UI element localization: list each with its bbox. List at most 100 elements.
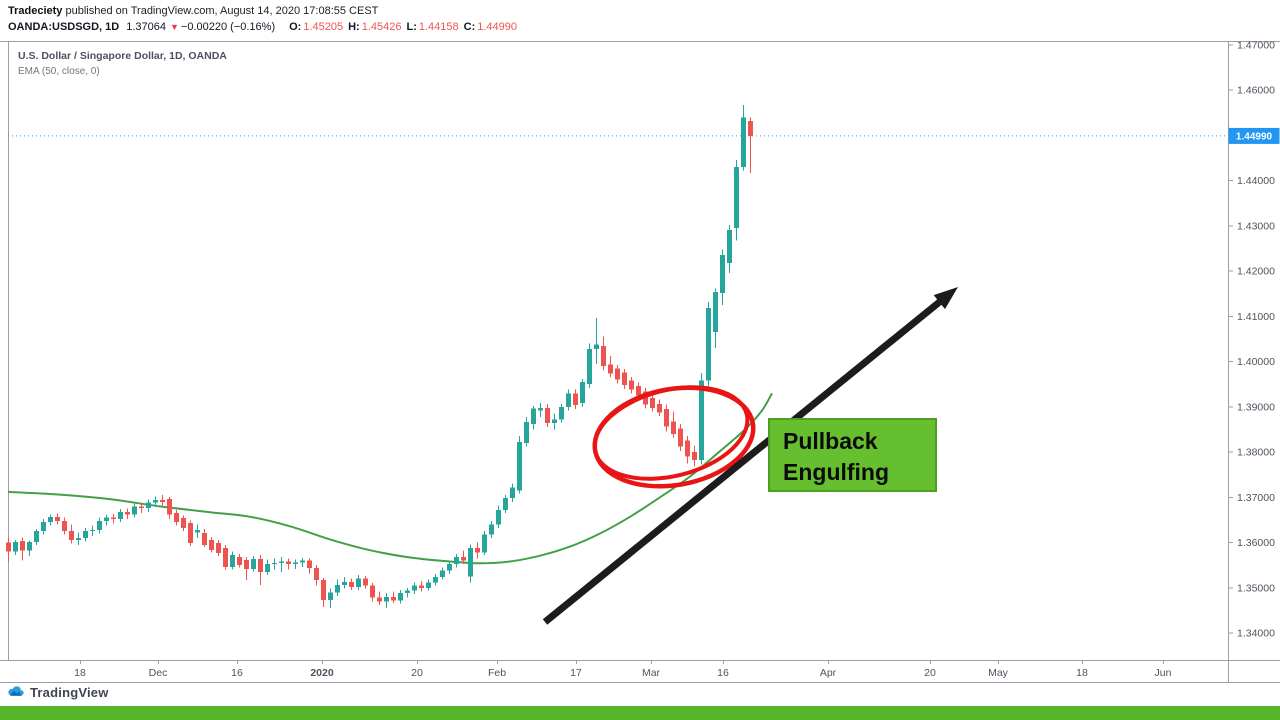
candle-body: [230, 555, 235, 567]
indicator-label[interactable]: EMA (50, close, 0): [18, 66, 100, 77]
candle-body: [314, 567, 319, 581]
candle-body: [734, 167, 739, 229]
candle-body: [377, 597, 382, 602]
high-value: 1.45426: [361, 21, 402, 33]
candle-body: [489, 524, 494, 535]
price-tick-label: 1.34000: [1237, 628, 1275, 640]
candle-body: [398, 593, 403, 601]
candle-body: [664, 409, 669, 427]
candle-body: [62, 520, 67, 531]
candle-body: [223, 547, 228, 567]
close-label: C:: [463, 21, 476, 33]
candle-body: [454, 557, 459, 565]
label-line-1: Pullback: [783, 428, 878, 454]
candle-body: [643, 391, 648, 405]
time-tick-label: Mar: [642, 667, 661, 679]
candle-body: [300, 560, 305, 563]
candle-body: [209, 539, 214, 550]
candle-body: [741, 117, 746, 168]
candle-body: [419, 585, 424, 588]
candle-body: [111, 517, 116, 520]
price-tick-label: 1.46000: [1237, 85, 1275, 97]
candle-body: [160, 500, 165, 502]
arrow-annotation[interactable]: [542, 287, 958, 625]
low-label: L:: [406, 21, 417, 33]
candle-body: [650, 397, 655, 408]
candle-body: [461, 557, 466, 561]
tradingview-logo-icon: [8, 685, 24, 696]
candle-body: [727, 229, 732, 264]
high-label: H:: [348, 21, 360, 33]
candle-body: [20, 541, 25, 551]
candle-body: [69, 530, 74, 540]
candle-body: [433, 576, 438, 583]
time-tick-label: Dec: [149, 667, 168, 679]
price-axis[interactable]: 1.47000 1.46000 1.44000 1.43000 1.42000 1.410…: [1228, 40, 1280, 640]
candle-body: [531, 408, 536, 425]
candle-body: [405, 590, 410, 594]
price-tick-label: 1.39000: [1237, 401, 1275, 413]
candle-body: [363, 578, 368, 586]
candle-body: [566, 393, 571, 407]
candle-body: [685, 440, 690, 457]
pullback-engulfing-label[interactable]: Pullback Engulfing: [768, 418, 937, 492]
candle-body: [636, 386, 641, 396]
candle-body: [356, 578, 361, 587]
publish-text: published on TradingView.com, August 14,…: [62, 5, 379, 17]
open-value: 1.45205: [303, 21, 344, 33]
candle-body: [440, 570, 445, 577]
candle-body: [202, 533, 207, 545]
candle-body: [524, 422, 529, 444]
publisher-name: Tradeciety: [8, 5, 63, 17]
open-label: O:: [289, 21, 302, 33]
arrow-shaft: [542, 293, 950, 625]
red-circle-shape: [592, 385, 750, 481]
candle-body: [90, 529, 95, 531]
bottom-green-bar: [0, 706, 1280, 720]
price-tick-label: 1.47000: [1237, 40, 1275, 52]
candle-body: [41, 522, 46, 532]
current-price-badge[interactable]: [1228, 127, 1280, 144]
candle-body: [720, 254, 725, 293]
publish-info: Tradeciety published on TradingView.com,…: [8, 5, 517, 17]
candle-body: [552, 419, 557, 424]
candle-body: [447, 564, 452, 571]
candle-body: [692, 452, 697, 461]
candle-body: [286, 561, 291, 565]
candle-body: [342, 581, 347, 586]
candle-body: [272, 562, 277, 565]
candle-body: [559, 406, 564, 420]
ellipse-annotation[interactable]: [585, 372, 761, 498]
candle-body: [55, 517, 60, 521]
time-tick-label: May: [988, 667, 1009, 679]
price-down-triangle-icon: ▼: [170, 22, 179, 32]
publish-header: Tradeciety published on TradingView.com,…: [8, 5, 517, 33]
candle-body: [195, 529, 200, 533]
candle-body: [139, 506, 144, 509]
tradingview-attribution[interactable]: TradingView: [7, 685, 109, 700]
candle-body: [258, 558, 263, 572]
candle-body: [125, 511, 130, 515]
candle-body: [118, 511, 123, 520]
candle-body: [608, 364, 613, 374]
candle-body: [132, 506, 137, 515]
candle-body: [335, 585, 340, 593]
candle-body: [671, 421, 676, 434]
candle-body: [34, 531, 39, 543]
time-axis[interactable]: 18 Dec 16 2020 20 Feb 17 Mar 16 Apr 20 May 18 Jun: [74, 660, 1172, 679]
arrow-head: [933, 287, 958, 310]
candle-body: [167, 499, 172, 515]
candle-body: [545, 407, 550, 424]
candle-body: [391, 596, 396, 601]
price-change: −0.00220 (−0.16%): [180, 21, 276, 33]
candle-body: [83, 530, 88, 539]
candle-body: [468, 547, 473, 577]
candle-body: [475, 547, 480, 553]
chart-title[interactable]: U.S. Dollar / Singapore Dollar, 1D, OAND…: [18, 50, 227, 62]
candle-body: [706, 308, 711, 381]
candle-body: [216, 542, 221, 553]
price-tick-label: 1.35000: [1237, 582, 1275, 594]
candle-body: [517, 442, 522, 491]
candle-body: [510, 487, 515, 499]
